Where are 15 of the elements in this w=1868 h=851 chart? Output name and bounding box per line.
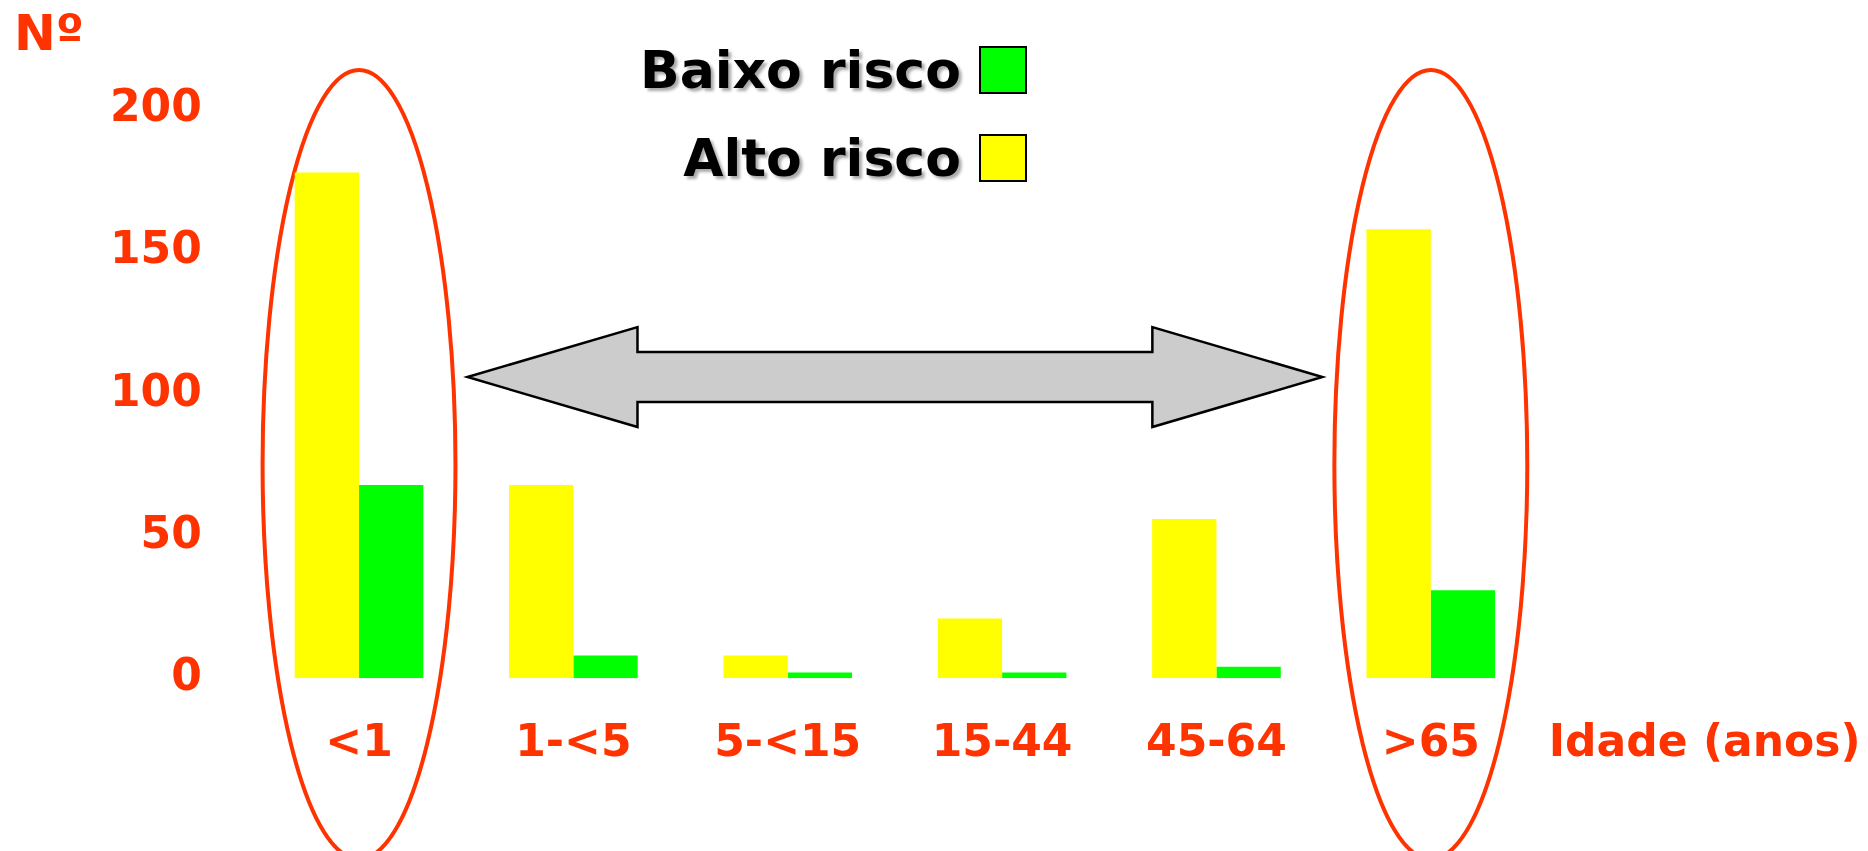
- x-tick-label: <1: [325, 715, 393, 767]
- y-tick-label: 0: [171, 648, 202, 700]
- x-axis-title: Idade (anos): [1548, 714, 1861, 766]
- y-tick-label: 200: [109, 80, 202, 132]
- x-tick-label: 1-<5: [515, 715, 632, 767]
- y-tick-label: 50: [140, 506, 202, 558]
- y-axis-title: Nº: [14, 3, 85, 62]
- x-tick-label: >65: [1381, 715, 1480, 767]
- y-tick-label: 100: [109, 364, 202, 416]
- y-tick-label: 150: [109, 222, 202, 274]
- legend-label: Baixo risco: [640, 40, 961, 100]
- x-tick-label: 5-<15: [714, 715, 862, 767]
- x-tick-label: 15-44: [931, 715, 1073, 767]
- x-tick-label: 45-64: [1146, 715, 1287, 767]
- legend-label: Alto risco: [683, 128, 961, 188]
